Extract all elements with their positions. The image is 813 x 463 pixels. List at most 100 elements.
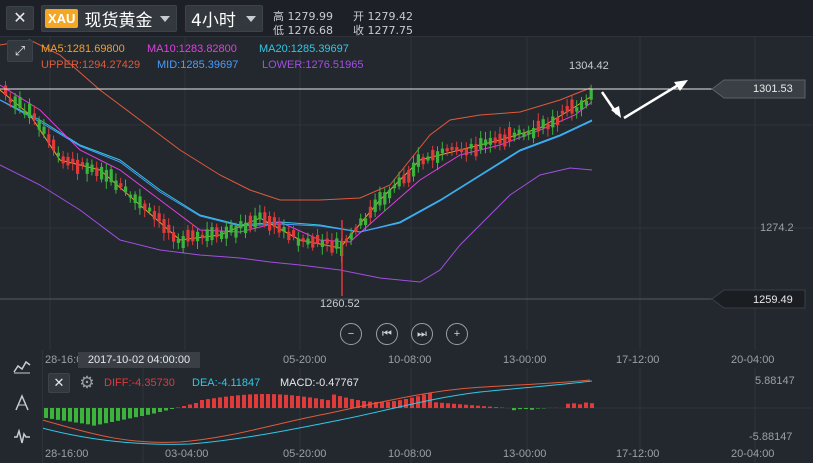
candle-body <box>52 139 56 151</box>
macd-bar <box>44 408 48 418</box>
candle-body <box>560 110 564 114</box>
macd-bar <box>80 408 84 424</box>
candle-body <box>498 133 502 144</box>
indicator-line <box>0 99 593 233</box>
candle-body <box>455 147 459 152</box>
zoom-out-button[interactable]: − <box>340 323 362 345</box>
first-button[interactable]: ⏮ <box>376 323 398 345</box>
macd-bar <box>260 394 264 408</box>
macd-bar <box>590 403 594 408</box>
candle-body <box>402 175 406 184</box>
candle-body <box>412 162 416 177</box>
indicator-line <box>0 164 593 283</box>
candle-body <box>556 117 560 126</box>
chart-grid <box>0 36 813 350</box>
macd-bar <box>146 408 150 415</box>
candle-body <box>301 238 305 242</box>
candle-body <box>90 164 94 172</box>
dea-line <box>42 380 593 445</box>
macd-bar <box>326 400 330 408</box>
macd-chart[interactable] <box>42 368 813 463</box>
macd-bar <box>374 401 378 408</box>
candle-body <box>479 138 483 150</box>
candle-body <box>316 234 320 244</box>
candle-body <box>517 129 521 135</box>
macd-bar <box>176 407 180 408</box>
close-indicator-button[interactable]: ✕ <box>48 373 70 393</box>
mid-label: MID:1285.39697 <box>157 59 239 71</box>
macd-bar <box>308 397 312 408</box>
diff-label: DIFF:-4.35730 <box>104 377 175 389</box>
macd-bar <box>68 408 72 422</box>
macd-bar <box>302 396 306 408</box>
candle-body <box>71 158 75 164</box>
candle-body <box>388 189 392 199</box>
candle-body <box>119 183 123 187</box>
quote-close: 收 1277.75 <box>353 24 413 37</box>
candle-body <box>138 196 142 209</box>
last-button[interactable]: ⏭ <box>411 323 433 345</box>
close-button[interactable]: ✕ <box>6 6 34 30</box>
macd-bar <box>230 395 234 408</box>
indicator-icon[interactable] <box>10 426 34 448</box>
macd-bar <box>194 403 198 408</box>
candle-body <box>148 207 152 212</box>
minus-icon: − <box>347 328 355 340</box>
candle-body <box>176 239 180 243</box>
candle-body <box>8 98 12 103</box>
macd-bar <box>386 401 390 408</box>
x-axis-label: 13-00:00 <box>503 354 547 366</box>
symbol-selector[interactable]: XAU 现货黄金 <box>41 5 177 32</box>
ma10-label: MA10:1283.82800 <box>147 43 237 55</box>
candle-body <box>56 152 60 157</box>
macd-bar <box>410 397 414 408</box>
candle-body <box>95 167 99 177</box>
period-selector[interactable]: 4小时 <box>185 5 263 32</box>
zoom-in-button[interactable]: + <box>446 323 468 345</box>
candle-body <box>292 230 296 238</box>
x-axis-label: 20-04:00 <box>731 448 775 460</box>
candle-body <box>28 103 32 119</box>
x-axis-label: 05-20:00 <box>283 354 327 366</box>
candle-body <box>162 219 166 233</box>
macd-bar <box>470 405 474 408</box>
candle-body <box>234 225 238 238</box>
x-axis-label: 10-08:00 <box>388 354 432 366</box>
candle-body <box>508 127 512 142</box>
macd-bar <box>254 394 258 408</box>
candle-body <box>268 216 272 231</box>
drawing-icon[interactable] <box>10 392 34 414</box>
settings-button[interactable]: ⚙ <box>76 372 98 394</box>
chart-icon[interactable] <box>10 355 34 377</box>
candle-body <box>66 156 70 166</box>
macd-bar <box>104 408 108 424</box>
candle-body <box>493 137 497 144</box>
candle-body <box>196 231 200 242</box>
candle-body <box>157 213 161 222</box>
macd-bar <box>50 408 54 419</box>
macd-bar <box>116 408 120 421</box>
macd-bar <box>98 408 102 425</box>
macd-bar <box>278 394 282 408</box>
candle-body <box>373 199 377 212</box>
macd-bar <box>272 394 276 408</box>
skip-back-icon: ⏮ <box>382 327 392 340</box>
candle-body <box>282 226 286 232</box>
candle-body <box>536 120 540 132</box>
indicator-line <box>0 84 593 243</box>
macd-bar <box>218 397 222 408</box>
macd-bar <box>416 396 420 408</box>
candle-body <box>469 143 473 149</box>
macd-bar <box>62 408 66 421</box>
symbol-name: 现货黄金 <box>84 11 153 31</box>
macd-bar <box>224 396 228 408</box>
plus-icon: + <box>453 328 461 340</box>
price-chart[interactable] <box>0 36 813 350</box>
candle-body <box>13 96 17 109</box>
macd-bar <box>236 395 240 408</box>
candle-body <box>488 137 492 145</box>
candle-body <box>133 194 137 204</box>
macd-bar <box>86 408 90 425</box>
expand-icon: ⤢ <box>14 43 26 58</box>
expand-button[interactable]: ⤢ <box>7 40 33 62</box>
